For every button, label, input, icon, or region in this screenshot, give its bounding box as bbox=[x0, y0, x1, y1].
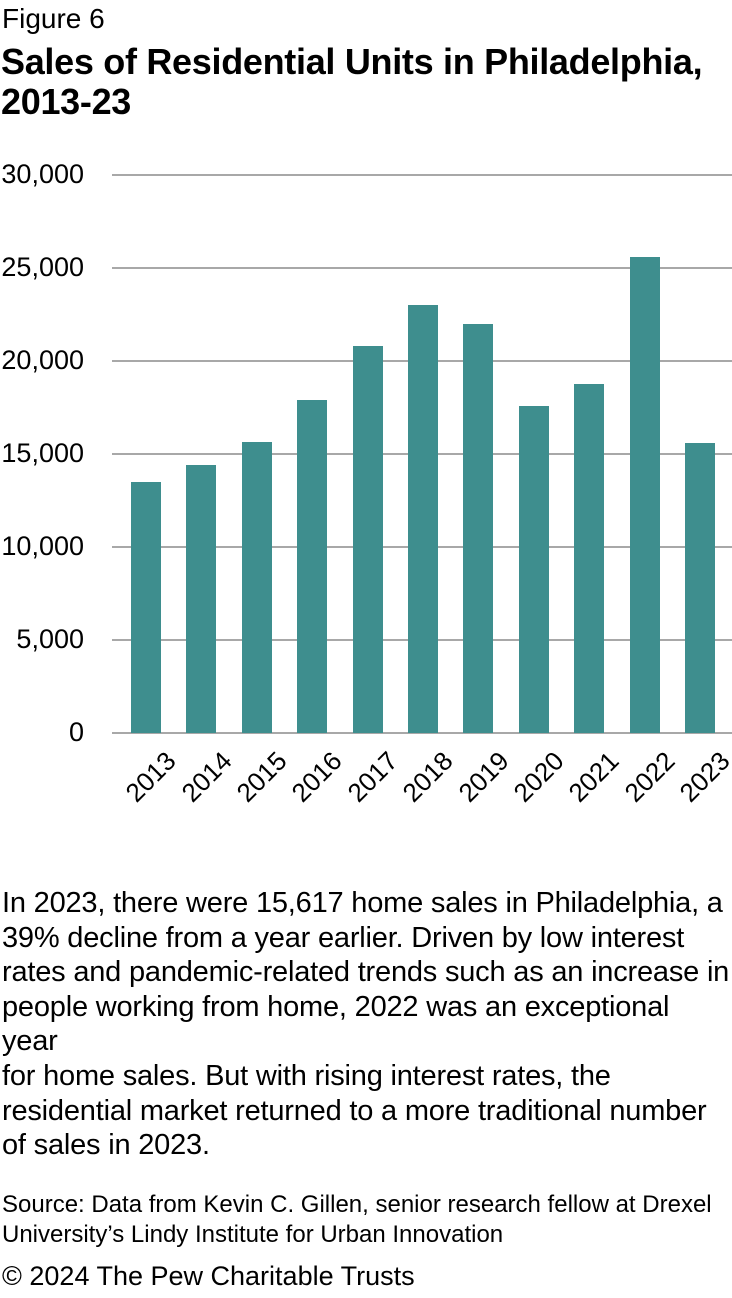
y-tick-label: 15,000 bbox=[1, 438, 84, 468]
bar-2014 bbox=[186, 465, 217, 733]
y-tick-label: 20,000 bbox=[1, 345, 84, 375]
plot-area bbox=[112, 174, 732, 734]
bar-2023 bbox=[685, 443, 715, 733]
x-tick-label-2023: 2023 bbox=[673, 745, 732, 808]
x-tick-label-2013: 2013 bbox=[119, 745, 182, 808]
y-tick-label: 30,000 bbox=[1, 159, 84, 189]
bar-chart: 0 5,000 10,000 15,000 20,000 25,000 30,000 201… bbox=[0, 161, 732, 815]
y-tick-label: 5,000 bbox=[16, 624, 84, 654]
y-tick-label: 25,000 bbox=[1, 252, 84, 282]
x-tick-label-2019: 2019 bbox=[452, 745, 515, 808]
y-axis: 0 5,000 10,000 15,000 20,000 25,000 30,000 bbox=[0, 161, 84, 746]
gridline bbox=[112, 732, 732, 734]
x-axis: 2013 2014 2015 2016 2017 2018 2019 2020 2021 2022… bbox=[112, 733, 732, 815]
bar-2017 bbox=[352, 346, 383, 733]
x-tick-label-2016: 2016 bbox=[285, 745, 349, 808]
bar-2016 bbox=[297, 400, 328, 733]
figure-label: Figure 6 bbox=[2, 3, 105, 34]
bar-2022 bbox=[629, 257, 660, 733]
bar-2015 bbox=[241, 442, 272, 733]
bar-2019 bbox=[463, 324, 494, 733]
chart-title: Sales of Residential Units in Philadelph… bbox=[1, 41, 703, 122]
source-note: Source: Data from Kevin C. Gillen, senio… bbox=[2, 1191, 712, 1248]
x-tick-label-2018: 2018 bbox=[396, 745, 459, 808]
x-tick-label-2015: 2015 bbox=[230, 745, 293, 808]
chart-description: In 2023, there were 15,617 home sales in… bbox=[2, 887, 730, 1162]
gridline bbox=[112, 174, 732, 176]
x-tick-label-2022: 2022 bbox=[618, 745, 681, 808]
x-tick-label-2014: 2014 bbox=[175, 745, 238, 808]
bar-2018 bbox=[408, 305, 438, 733]
x-tick-label-2017: 2017 bbox=[341, 745, 404, 808]
bar-2020 bbox=[518, 406, 549, 733]
bar-2021 bbox=[574, 384, 605, 733]
y-tick-label: 10,000 bbox=[1, 531, 84, 561]
bar-2013 bbox=[131, 482, 161, 733]
x-tick-label-2021: 2021 bbox=[562, 745, 626, 808]
copyright-notice: © 2024 The Pew Charitable Trusts bbox=[2, 1261, 415, 1291]
x-tick-label-2020: 2020 bbox=[507, 745, 570, 808]
gridline bbox=[112, 267, 732, 269]
y-tick-label: 0 bbox=[68, 717, 84, 747]
